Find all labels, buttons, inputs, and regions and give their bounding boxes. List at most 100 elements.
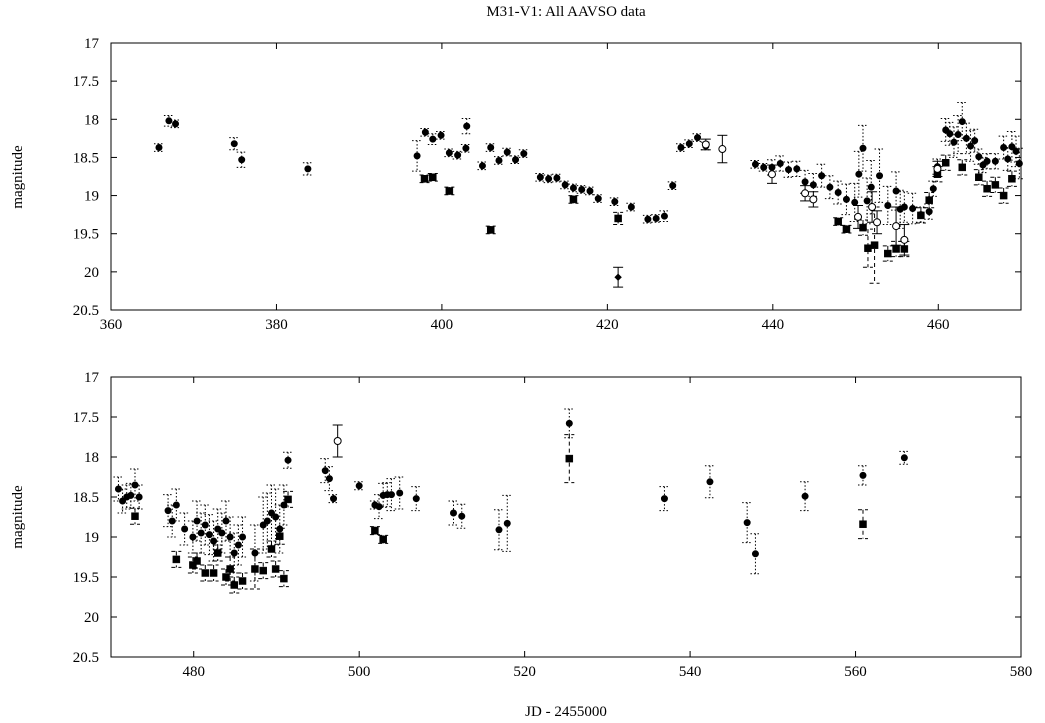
top-x-tick-label: 460 <box>927 317 950 333</box>
filled-square-marker <box>230 581 239 589</box>
top-y-tick-label: 17.5 <box>73 74 99 90</box>
filled-square-marker <box>371 526 379 535</box>
bottom-filled-square-point <box>237 572 248 590</box>
top-filled-circle-point <box>642 214 653 224</box>
filled-square-marker <box>925 196 933 204</box>
bottom-filled-circle-point <box>899 450 910 465</box>
filled-circle-marker <box>842 195 850 203</box>
filled-circle-marker <box>429 135 437 143</box>
top-filled-circle-point <box>924 203 935 220</box>
top-filled-circle-point <box>163 114 174 127</box>
top-filled-circle-point <box>302 162 313 176</box>
bottom-filled-circle-point <box>800 481 811 512</box>
top-open-circle-point <box>717 134 728 164</box>
top-filled-circle-point <box>543 174 554 184</box>
top-y-axis-label: magnitude <box>10 145 26 209</box>
bottom-y-tick-label: 20 <box>84 610 99 626</box>
filled-circle-marker <box>685 140 693 148</box>
filled-circle-marker <box>226 533 234 541</box>
bottom-filled-circle-point <box>742 502 753 544</box>
bottom-filled-square-point <box>274 527 285 545</box>
filled-circle-marker <box>971 137 979 145</box>
filled-circle-marker <box>449 509 457 517</box>
filled-square-marker <box>379 535 387 544</box>
filled-circle-marker <box>876 172 884 180</box>
filled-square-marker <box>284 495 292 504</box>
top-filled-square-point <box>915 207 926 224</box>
bottom-y-tick-label: 17.5 <box>73 410 99 426</box>
top-filled-circle-point <box>535 172 546 182</box>
filled-circle-marker <box>859 144 867 152</box>
top-filled-circle-point <box>153 143 164 152</box>
bottom-filled-circle-point <box>121 484 132 510</box>
filled-square-marker <box>1008 175 1016 183</box>
filled-circle-marker <box>801 178 809 186</box>
top-panel: 360 380 400 420 440 460 17 17.5 18 18.5 19 19.5 20 20… <box>10 36 1025 333</box>
top-filled-circle-point <box>990 153 1001 170</box>
filled-circle-marker <box>611 198 619 206</box>
filled-square-marker <box>565 454 574 463</box>
bottom-filled-square-point <box>225 556 236 582</box>
bottom-filled-square-point <box>200 564 211 582</box>
filled-square-marker <box>131 512 139 520</box>
filled-square-marker <box>834 217 842 226</box>
bottom-filled-circle-point <box>216 512 227 554</box>
top-filled-circle-point <box>609 197 620 206</box>
top-filled-circle-point <box>692 133 703 142</box>
top-filled-circle-point <box>874 148 885 203</box>
top-filled-circle-point <box>493 156 504 165</box>
filled-circle-marker <box>967 142 975 150</box>
filled-circle-marker <box>801 492 809 500</box>
top-filled-circle-point <box>593 194 604 203</box>
top-x-tick-label: 380 <box>265 317 288 333</box>
filled-circle-marker <box>958 118 966 126</box>
top-filled-circle-point <box>444 148 455 158</box>
bottom-filled-circle-point <box>125 482 136 508</box>
filled-circle-marker <box>181 525 189 533</box>
filled-circle-marker <box>785 166 793 174</box>
filled-circle-marker <box>495 156 503 164</box>
filled-circle-marker <box>809 181 817 189</box>
bottom-y-tick-label: 19.5 <box>73 570 99 586</box>
filled-circle-marker <box>454 151 462 159</box>
bottom-filled-circle-point <box>117 488 128 514</box>
filled-square-marker <box>941 159 950 167</box>
bottom-y-tick-label: 20.5 <box>73 650 99 666</box>
filled-square-marker <box>859 223 867 232</box>
filled-circle-marker <box>925 208 933 216</box>
filled-circle-marker <box>396 489 404 497</box>
open-circle-marker <box>892 222 901 231</box>
filled-circle-marker <box>884 201 892 209</box>
open-circle-marker <box>933 164 942 173</box>
filled-circle-marker <box>863 197 871 205</box>
filled-square-marker <box>569 195 578 204</box>
filled-circle-marker <box>463 122 471 130</box>
filled-circle-marker <box>222 517 230 525</box>
filled-circle-marker <box>445 149 453 157</box>
filled-square-marker <box>193 557 201 565</box>
top-filled-circle-point <box>866 159 877 215</box>
bottom-plot-frame <box>110 376 1022 658</box>
filled-circle-marker <box>164 507 172 515</box>
top-filled-circle-point <box>882 185 893 226</box>
open-circle-marker <box>900 235 909 244</box>
filled-square-marker <box>213 549 222 557</box>
filled-circle-marker <box>210 537 218 545</box>
top-filled-circle-point <box>907 192 918 225</box>
filled-circle-marker <box>375 503 383 511</box>
bottom-y-tick-label: 17 <box>84 370 100 386</box>
chart-title: M31-V1: All AAVSO data <box>486 4 646 20</box>
filled-circle-marker <box>238 156 246 164</box>
filled-circle-marker <box>135 493 143 501</box>
top-open-circle-point <box>867 191 878 223</box>
open-circle-marker <box>801 189 810 198</box>
bottom-filled-circle-point <box>179 512 190 546</box>
filled-circle-marker <box>355 482 363 490</box>
top-open-circle-point <box>766 164 777 184</box>
filled-circle-marker <box>155 144 163 152</box>
filled-square-marker <box>884 249 892 258</box>
top-filled-circle-point <box>452 150 463 160</box>
bottom-filled-circle-point <box>320 458 331 484</box>
top-filled-circle-point <box>824 175 835 200</box>
top-filled-circle-point <box>961 122 972 155</box>
